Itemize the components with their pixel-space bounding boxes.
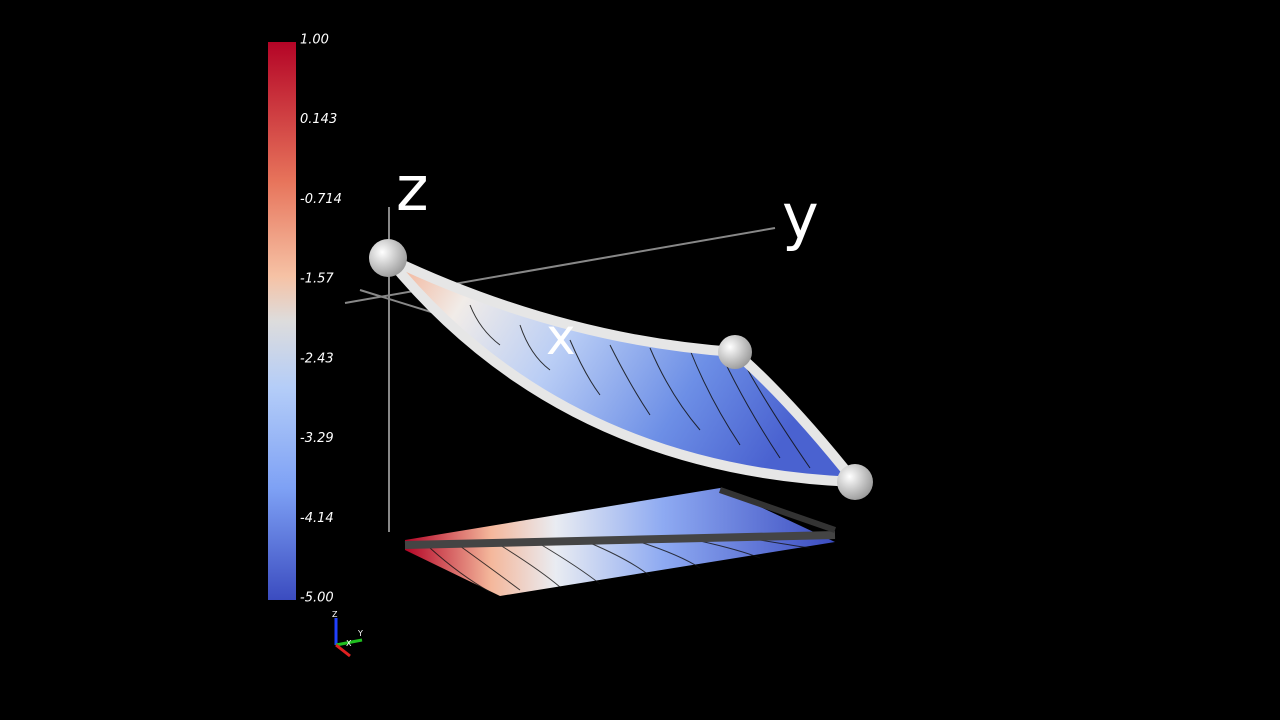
axis-label-y: y <box>782 180 819 253</box>
colorbar-label: -2.43 <box>300 351 334 366</box>
axis-label-z: z <box>396 152 429 225</box>
orientation-widget: Z Y X <box>332 610 363 658</box>
colorbar-label: -3.29 <box>300 431 334 446</box>
colorbar-label: -1.57 <box>300 272 334 287</box>
colorbar-labels: 1.00 0.143 -0.714 -1.57 -2.43 -3.29 -4.14 -5.00 <box>300 33 342 606</box>
colorbar-label: -5.00 <box>300 591 334 606</box>
orientation-label-x: X <box>346 639 352 648</box>
colorbar-label: -0.714 <box>300 192 342 207</box>
colorbar-label: -4.14 <box>300 511 334 526</box>
colorbar-label: 0.143 <box>300 112 337 127</box>
colorbar-label: 1.00 <box>300 33 329 48</box>
colorbar <box>268 42 296 600</box>
axis-label-x: x <box>546 308 576 366</box>
orientation-label-y: Y <box>357 629 363 638</box>
orientation-label-z: Z <box>332 610 338 619</box>
surface <box>369 239 873 500</box>
floor-projection <box>404 487 836 596</box>
